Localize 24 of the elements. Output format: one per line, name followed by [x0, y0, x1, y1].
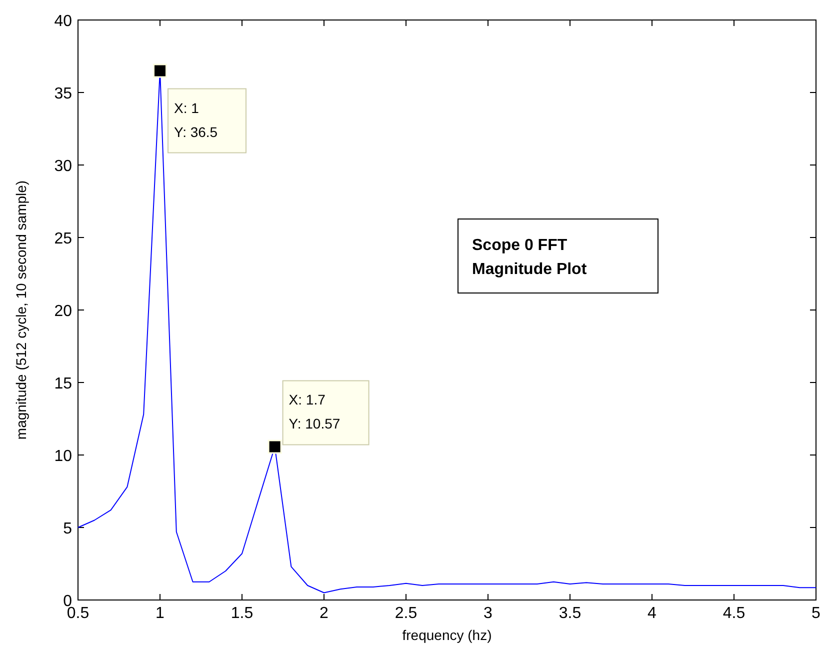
x-tick-label: 4 [648, 605, 657, 622]
y-tick-label: 35 [54, 86, 72, 102]
x-tick-label: 4.5 [722, 605, 746, 622]
y-tick-label: 40 [54, 13, 72, 30]
annotation: X: 1 Y: 36.5 [174, 100, 218, 140]
y-tick-label: 5 [63, 520, 72, 538]
x-tick-label: 5 [812, 605, 821, 622]
x-tick-label: 3.5 [558, 605, 582, 622]
y-tick-label: 10 [54, 448, 72, 465]
y-tick-label: 25 [54, 230, 72, 248]
x-tick-label: 2 [320, 605, 329, 622]
x-tick-label: 3 [484, 605, 493, 622]
x-tick-label: 1.5 [230, 605, 254, 622]
x-tick-label: 1 [156, 605, 165, 622]
y-tick-label: 20 [54, 303, 72, 320]
annotation: Scope 0 FFT Magnitude Plot [472, 237, 588, 278]
x-axis-title: frequency (hz) [402, 627, 492, 643]
y-axis-title: magnitude (512 cycle, 10 second sample) [13, 180, 29, 440]
y-tick-label: 15 [54, 376, 72, 392]
x-tick-label: 2.5 [394, 605, 418, 622]
text-box: Scope 0 FFT Magnitude Plot [458, 218, 658, 294]
y-tick-label: 30 [54, 158, 72, 175]
x-tick-label: 0.5 [66, 605, 90, 622]
annotation: X: 1.7 Y: 10.57 [288, 392, 340, 432]
